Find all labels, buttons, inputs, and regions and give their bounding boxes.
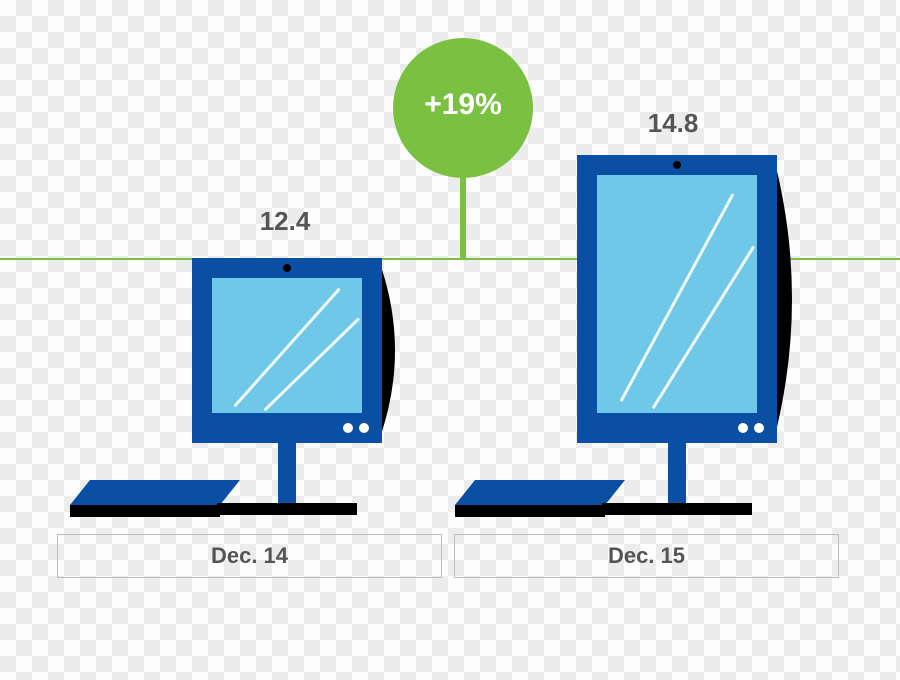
infographic-canvas: 12.4 14.8 +19% Dec. 14 Dec. 15 (0, 0, 900, 680)
value-label-dec14: 12.4 (260, 206, 311, 237)
delta-badge-text: +19% (393, 88, 533, 122)
axis-label-dec15: Dec. 15 (454, 534, 839, 578)
value-label-dec15: 14.8 (648, 108, 699, 139)
axis-label-dec14: Dec. 14 (57, 534, 442, 578)
